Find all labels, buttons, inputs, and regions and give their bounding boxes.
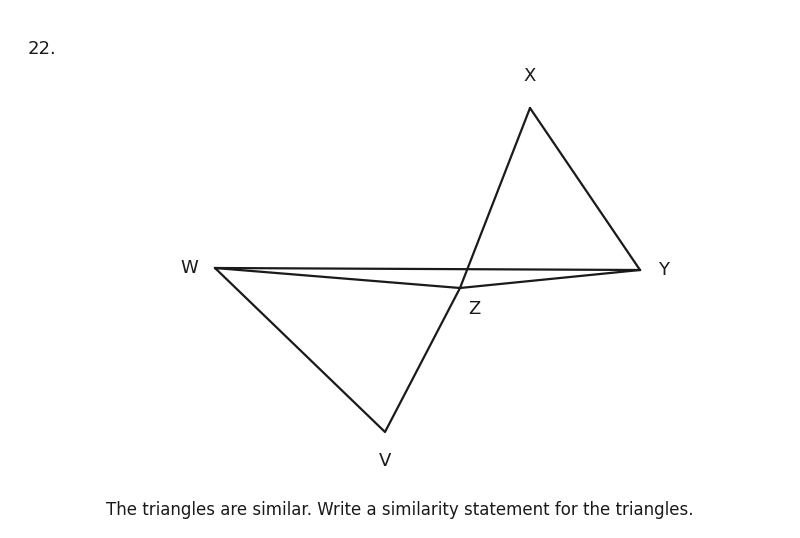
Text: W: W [180, 259, 198, 277]
Text: The triangles are similar. Write a similarity statement for the triangles.: The triangles are similar. Write a simil… [106, 501, 694, 519]
Text: V: V [379, 452, 391, 470]
Text: Y: Y [658, 261, 669, 279]
Text: X: X [524, 67, 536, 85]
Text: Z: Z [468, 300, 480, 318]
Text: 22.: 22. [28, 40, 57, 58]
